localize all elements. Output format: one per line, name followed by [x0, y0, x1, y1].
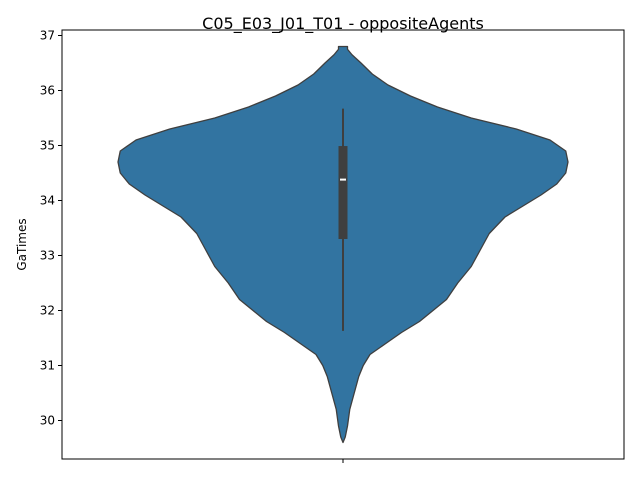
y-axis-label: GaTimes	[15, 218, 29, 270]
y-tick-label: 37	[40, 29, 55, 43]
y-tick-label: 30	[40, 414, 55, 428]
y-tick-label: 34	[40, 194, 55, 208]
y-axis-ticks: 30 31 32 33 34 35 36 37	[40, 29, 62, 428]
y-tick-label: 35	[40, 139, 55, 153]
y-tick-label: 36	[40, 84, 55, 98]
y-tick-label: 32	[40, 304, 55, 318]
violin-iqr-box	[338, 146, 348, 239]
violin-layer	[117, 45, 569, 444]
chart-title: C05_E03_J01_T01 - oppositeAgents	[202, 14, 484, 34]
y-tick-label: 33	[40, 249, 55, 263]
y-tick-label: 31	[40, 359, 55, 373]
